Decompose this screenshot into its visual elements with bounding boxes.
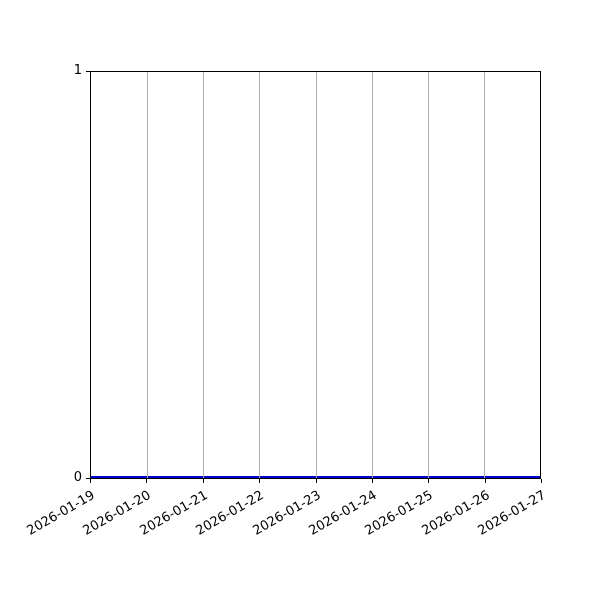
gridline <box>259 72 261 478</box>
x-axis: 2026-01-19 2026-01-20 2026-01-21 2026-01-22… <box>25 479 549 600</box>
x-tick-mark <box>259 479 261 483</box>
x-tick-mark <box>541 479 542 483</box>
x-tick-mark <box>428 479 430 483</box>
x-tick-mark <box>90 479 91 483</box>
gridline <box>371 72 373 478</box>
gridline <box>315 72 317 478</box>
y-tick-label: 1 <box>73 63 82 78</box>
gridline <box>483 72 485 478</box>
x-tick-mark <box>146 479 148 483</box>
gridline <box>427 72 429 478</box>
y-tick-label: 0 <box>73 470 82 485</box>
plot-area <box>90 71 541 479</box>
x-tick-mark <box>315 479 317 483</box>
y-tick-mark <box>86 71 90 72</box>
gridline <box>203 72 205 478</box>
x-tick-mark <box>484 479 486 483</box>
gridline <box>147 72 149 478</box>
x-tick-mark <box>371 479 373 483</box>
y-tick-mark <box>86 478 90 479</box>
x-tick-mark <box>202 479 204 483</box>
